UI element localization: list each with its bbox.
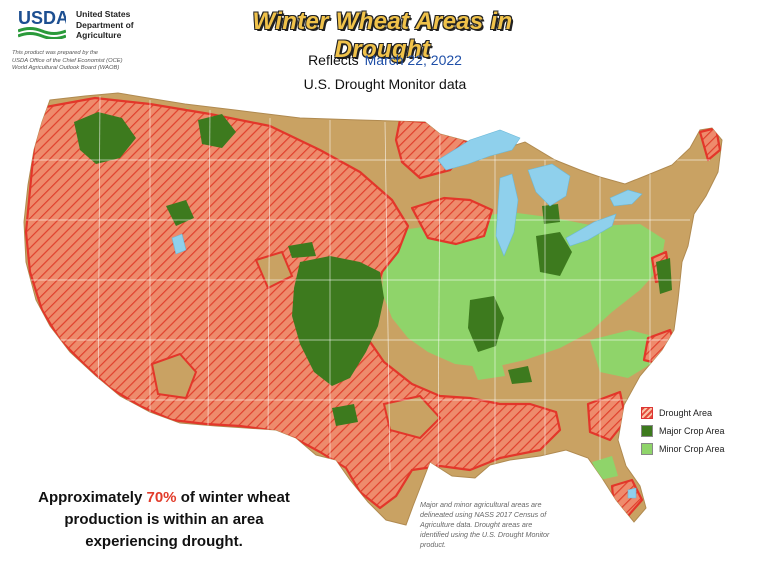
- legend-item-drought: Drought Area: [641, 404, 761, 421]
- non-drought-colorado-island: [254, 250, 294, 290]
- border-line: [97, 95, 101, 421]
- major-crop-maryland: [656, 258, 672, 294]
- note-line-5: product.: [420, 540, 446, 549]
- legend-label-minor-crop: Minor Crop Area: [659, 443, 725, 454]
- major-crop-kansas: [292, 256, 384, 386]
- major-crop-idaho: [166, 200, 194, 226]
- minor-crop-swatch: [641, 442, 653, 455]
- summary-line-1-rest: of winter wheat: [180, 489, 290, 506]
- agency-line-1: United States: [76, 9, 131, 19]
- legend-label-major-crop: Major Crop Area: [659, 425, 725, 436]
- state-borders: [26, 95, 710, 481]
- usda-logo-text: USDA: [18, 8, 66, 28]
- lake-superior: [437, 129, 521, 171]
- summary-line-2: production is within an area: [64, 511, 264, 528]
- lake-okeechobee: [627, 487, 637, 499]
- major-crop-nebraska: [288, 242, 316, 258]
- data-source: U.S. Drought Monitor data: [303, 76, 467, 92]
- summary-prefix: Approximately: [38, 489, 143, 506]
- preparer-note: This product was prepared by the USDA Of…: [12, 50, 162, 73]
- water-bodies: [171, 129, 643, 499]
- reflects-line: Reflects March 22, 2022: [270, 52, 500, 68]
- major-crop-missouri-bootheel: [508, 366, 532, 384]
- summary-line-1: Approximately 70% of winter wheat: [14, 487, 314, 509]
- note-line-1: Major and minor agricultural areas are: [420, 500, 542, 509]
- lake-huron: [527, 163, 571, 207]
- usda-logo: USDA: [18, 7, 66, 39]
- non-drought-arizona-island: [150, 352, 198, 400]
- preparer-note-line-2: USDA Office of the Chief Economist (OCE): [12, 57, 123, 64]
- logo-field-stripe-1: [18, 27, 66, 35]
- non-drought-texas-island: [382, 394, 442, 440]
- major-crop-swatch: [641, 424, 653, 437]
- lake-michigan: [495, 173, 519, 257]
- methodology-note: Major and minor agricultural areas are d…: [420, 500, 605, 550]
- note-line-4: identified using the U.S. Drought Monito…: [420, 530, 550, 539]
- data-date: March 22, 2022: [364, 52, 462, 68]
- preparer-note-line-1: This product was prepared by the: [12, 50, 99, 56]
- summary-line-3: experiencing drought.: [85, 533, 243, 550]
- minor-crop-southeast: [470, 356, 505, 380]
- map-legend: Drought Area Major Crop Area Minor Crop …: [641, 404, 761, 458]
- agency-name: United States Department of Agriculture: [76, 9, 134, 41]
- major-crop-michigan: [542, 204, 560, 224]
- border-line: [437, 129, 441, 481]
- major-crop-texas-south: [332, 404, 358, 426]
- note-line-2: delineated using NASS 2017 Census of: [420, 510, 547, 519]
- major-crop-montana: [198, 114, 236, 148]
- preparer-note-line-3: World Agricultural Outlook Board (WAOB): [12, 65, 120, 71]
- note-line-3: Agriculture data. Drought areas are: [420, 520, 533, 529]
- usda-logo-graphic: USDA: [18, 8, 66, 39]
- great-salt-lake: [171, 233, 187, 255]
- map-title: Winter Wheat Areas in Drought: [252, 8, 513, 63]
- border-line: [207, 109, 211, 429]
- drought-wisconsin: [410, 196, 494, 246]
- minor-crop-carolinas: [590, 330, 660, 378]
- lake-ontario: [609, 189, 643, 207]
- legend-item-minor-crop: Minor Crop Area: [641, 440, 761, 457]
- non-drought-islands: [150, 250, 442, 440]
- legend-item-major-crop: Major Crop Area: [641, 422, 761, 439]
- minor-crop-midwest: [382, 212, 665, 368]
- logo-field-stripe-2: [18, 32, 66, 39]
- major-crop-washington: [74, 112, 136, 164]
- reflects-label: Reflects: [308, 52, 359, 68]
- lake-erie: [565, 213, 617, 247]
- drought-swatch: [641, 406, 653, 419]
- border-line: [384, 121, 391, 471]
- drought-maine: [698, 126, 722, 162]
- agency-line-2: Department of: [76, 19, 134, 30]
- border-line: [267, 117, 271, 433]
- drought-georgia-coast: [586, 390, 628, 442]
- drought-percentage: 70%: [146, 489, 177, 506]
- agency-line-3: Agriculture: [76, 30, 122, 40]
- legend-label-drought: Drought Area: [659, 407, 713, 418]
- drought-summary: Approximately 70% of winter wheat produc…: [14, 487, 314, 553]
